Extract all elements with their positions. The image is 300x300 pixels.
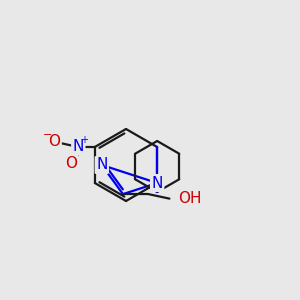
Text: O: O	[48, 134, 60, 149]
Text: OH: OH	[178, 191, 202, 206]
Text: +: +	[80, 135, 88, 145]
Text: O: O	[65, 156, 77, 171]
Text: N: N	[73, 139, 84, 154]
Text: −: −	[43, 130, 52, 140]
Text: N: N	[152, 176, 163, 190]
Text: N: N	[96, 158, 107, 172]
